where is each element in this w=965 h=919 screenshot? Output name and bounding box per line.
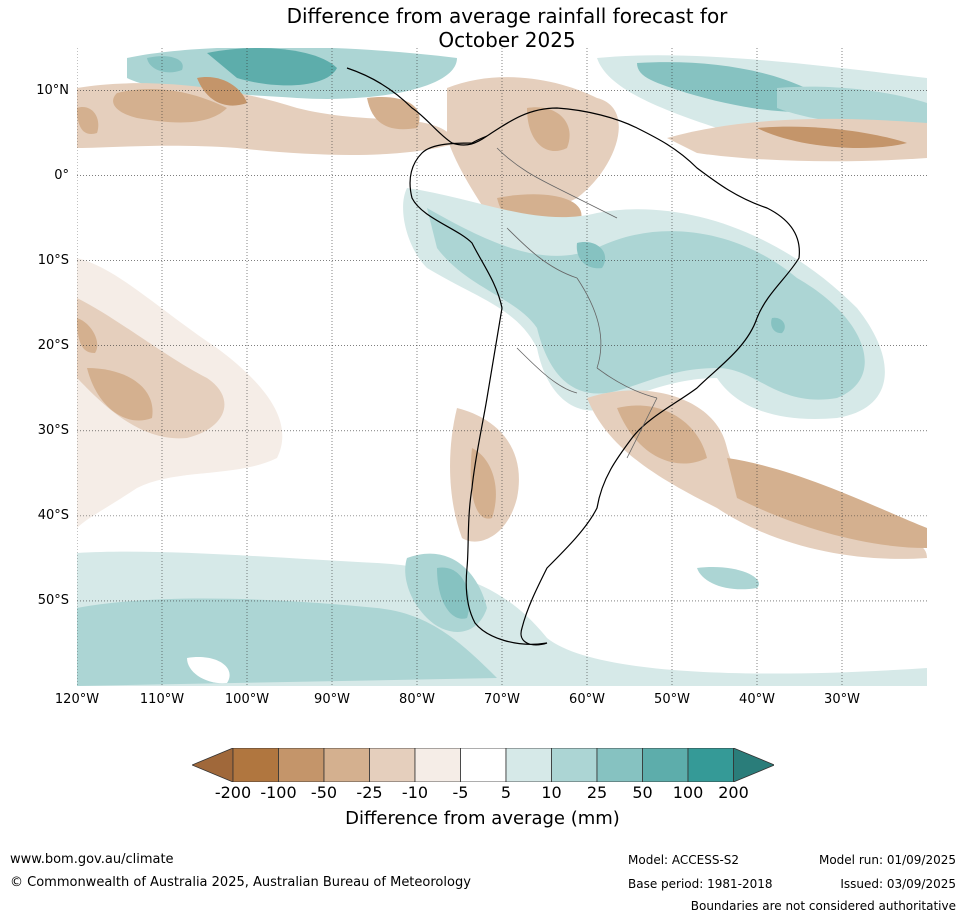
coastline-central-america — [346, 67, 488, 146]
colorbar-cell — [596, 748, 643, 782]
colorbar-tick-label: -5 — [452, 783, 469, 802]
colorbar-cell — [414, 748, 461, 782]
anomaly-region — [147, 56, 183, 73]
anomaly-region — [771, 317, 785, 334]
latitude-label: 0° — [54, 167, 69, 183]
anomaly-region — [576, 242, 606, 269]
issued-date: Issued: 03/09/2025 — [840, 877, 956, 891]
colorbar-tick-label: 50 — [632, 783, 653, 802]
model-name: Model: ACCESS-S2 — [628, 853, 740, 867]
website-link[interactable]: www.bom.gov.au/climate — [10, 852, 174, 867]
anomaly-region — [437, 567, 470, 619]
latitude-label: 50°S — [37, 592, 69, 608]
colorbar-tick-label: 25 — [586, 783, 608, 802]
anomaly-region — [367, 97, 420, 130]
rainfall-map — [77, 48, 927, 686]
colorbar-cell — [642, 748, 689, 782]
colorbar — [192, 748, 774, 782]
border — [596, 367, 658, 399]
longitude-label: 120°W — [54, 692, 100, 707]
gridlines — [77, 48, 927, 686]
anomaly-region — [617, 405, 707, 464]
colorbar-tick-label: 5 — [500, 783, 512, 802]
colorbar-arrow-low — [192, 748, 234, 782]
anomaly-region — [527, 107, 570, 152]
longitude-label: 40°W — [739, 692, 775, 707]
coastline-south-america — [409, 107, 800, 646]
latitude-label: 10°N — [36, 82, 69, 98]
colorbar-tick-label: -100 — [260, 783, 297, 802]
longitude-label: 70°W — [484, 692, 520, 707]
border — [496, 147, 558, 189]
longitude-label: 90°W — [314, 692, 350, 707]
model-run-date: Model run: 01/09/2025 — [818, 853, 956, 867]
border — [626, 397, 658, 459]
longitude-label: 110°W — [139, 692, 185, 707]
colorbar-cell — [369, 748, 416, 782]
anomaly-region — [87, 368, 153, 421]
latitude-label: 40°S — [37, 507, 69, 523]
colorbar-cell — [278, 748, 325, 782]
colorbar-arrow-high — [733, 748, 774, 782]
longitude-label: 80°W — [399, 692, 435, 707]
latitude-label: 20°S — [37, 337, 69, 353]
country-borders — [496, 147, 658, 459]
border — [506, 227, 578, 279]
longitude-label: 50°W — [654, 692, 690, 707]
longitude-label: 100°W — [224, 692, 270, 707]
longitude-label: 30°W — [824, 692, 860, 707]
boundaries-disclaimer: Boundaries are not considered authoritat… — [690, 899, 956, 913]
anomaly-region — [77, 107, 99, 134]
colorbar-tick-label: 10 — [541, 783, 562, 802]
anomaly-region — [77, 598, 497, 686]
anomaly-region — [187, 657, 230, 684]
anomaly-region — [777, 86, 927, 128]
map-title: Difference from average rainfall forecas… — [0, 4, 965, 52]
anomaly-region — [77, 318, 98, 353]
border — [516, 347, 578, 394]
colorbar-tick-label: -25 — [356, 783, 383, 802]
copyright-text: © Commonwealth of Australia 2025, Austra… — [10, 875, 471, 890]
anomaly-region — [757, 126, 907, 148]
colorbar-cell — [460, 748, 507, 782]
map-canvas — [77, 48, 927, 686]
colorbar-tick-label: -10 — [401, 783, 429, 802]
colorbar-cell — [232, 748, 279, 782]
colorbar-tick-label: 100 — [672, 783, 704, 802]
anomaly-region — [113, 88, 227, 123]
colorbar-cell — [323, 748, 370, 782]
latitude-label: 10°S — [37, 252, 69, 268]
anomaly-region — [207, 48, 337, 86]
coastlines — [346, 67, 800, 646]
base-period: Base period: 1981-2018 — [628, 877, 773, 891]
colorbar-cell — [505, 748, 552, 782]
border — [556, 187, 618, 219]
latitude-label: 30°S — [37, 422, 69, 438]
colorbar-cell — [551, 748, 598, 782]
colorbar-tick-label: -50 — [310, 783, 338, 802]
anomaly-region — [197, 77, 247, 106]
colorbar-tick-label: 200 — [718, 783, 749, 802]
anomaly-region — [470, 448, 496, 519]
anomaly-region — [727, 458, 927, 548]
colorbar-tick-label: -200 — [214, 783, 252, 802]
colorbar-title: Difference from average (mm) — [345, 808, 620, 829]
colorbar-cell — [687, 748, 734, 782]
title-line-1: Difference from average rainfall forecas… — [286, 4, 728, 28]
anomaly-region — [427, 208, 865, 400]
anomaly-region — [447, 77, 619, 231]
anomaly-region — [697, 567, 759, 590]
border — [576, 277, 602, 369]
longitude-label: 60°W — [569, 692, 605, 707]
